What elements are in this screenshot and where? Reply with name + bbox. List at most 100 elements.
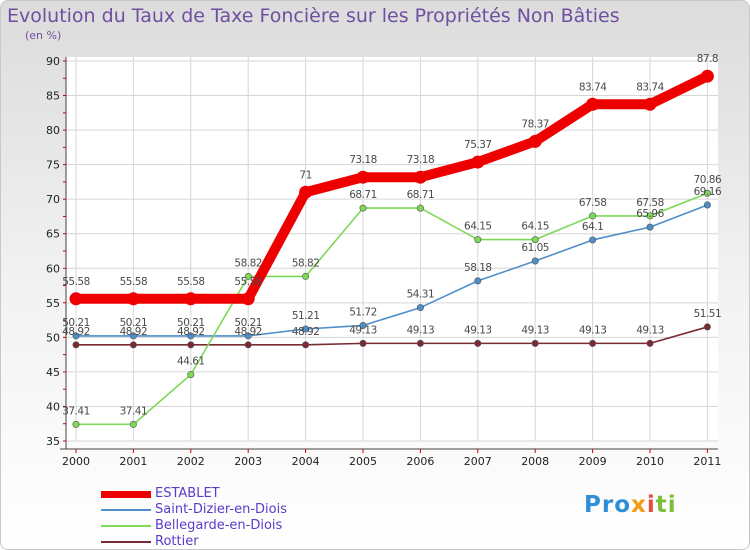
data-point	[416, 304, 424, 312]
x-tick-label: 2004	[292, 455, 320, 468]
data-point	[474, 236, 482, 244]
data-label: 51.51	[694, 308, 722, 320]
y-tick-label: 75	[46, 159, 60, 172]
data-label: 49.13	[521, 324, 549, 336]
legend-swatch	[101, 525, 151, 527]
x-tick-label: 2010	[636, 455, 664, 468]
y-tick-label: 80	[46, 124, 60, 137]
x-tick-label: 2005	[349, 455, 377, 468]
x-tick-label: 2003	[234, 455, 262, 468]
data-point	[129, 332, 137, 340]
y-tick-label: 85	[46, 90, 60, 103]
data-label: 58.82	[234, 257, 262, 269]
data-label: 64.15	[464, 221, 492, 233]
chart-title: Evolution du Taux de Taxe Foncière sur l…	[7, 5, 620, 27]
data-label: 49.13	[407, 324, 435, 336]
y-tick-label: 70	[46, 193, 60, 206]
series-line-bellegarde-en-diois	[76, 192, 708, 426]
data-label: 87.8	[697, 53, 718, 65]
x-tick-label: 2006	[406, 455, 434, 468]
data-label: 71	[299, 169, 311, 181]
data-label: 83.74	[636, 81, 664, 93]
data-label: 75.37	[464, 139, 492, 151]
data-point	[302, 325, 310, 333]
data-label: 70.86	[694, 174, 722, 186]
x-tick-label: 2001	[119, 455, 147, 468]
data-label: 48.92	[177, 326, 205, 338]
y-tick-label: 50	[46, 331, 60, 344]
y-tick-label: 60	[46, 262, 60, 275]
data-point	[646, 223, 654, 231]
data-label: 55.58	[234, 276, 262, 288]
data-point	[589, 212, 597, 220]
legend-label: Saint-Dizier-en-Diois	[155, 502, 288, 517]
data-point	[72, 420, 80, 428]
data-label: 78.37	[521, 118, 549, 130]
y-tick-label: 55	[46, 297, 60, 310]
x-tick-label: 2009	[579, 455, 607, 468]
data-label: 50.21	[234, 317, 262, 329]
x-tick-label: 2008	[521, 455, 549, 468]
logo-part: i	[646, 492, 656, 518]
data-label: 37.41	[62, 405, 90, 417]
logo-part: x	[631, 492, 647, 518]
data-label: 49.13	[349, 324, 377, 336]
data-label: 50.21	[120, 317, 148, 329]
series-line-establet	[76, 71, 710, 304]
data-point	[359, 204, 367, 212]
data-point	[474, 277, 482, 285]
data-label: 50.21	[62, 317, 90, 329]
data-label: 55.58	[62, 276, 90, 288]
data-point	[589, 339, 597, 347]
chart-subtitle: (en %)	[25, 29, 62, 42]
data-point	[703, 201, 711, 209]
data-point	[586, 97, 600, 111]
data-label: 83.74	[579, 81, 607, 93]
data-point	[187, 371, 195, 379]
data-label: 49.13	[636, 324, 664, 336]
legend-swatch	[101, 509, 151, 511]
data-label: 48.92	[120, 326, 148, 338]
legend-swatch	[101, 491, 151, 498]
data-point	[703, 189, 711, 197]
x-tick-label: 2007	[464, 455, 492, 468]
data-label: 49.13	[464, 324, 492, 336]
legend-label: Bellegarde-en-Diois	[155, 518, 283, 533]
data-point	[129, 341, 137, 349]
proxiti-logo: Proxiti	[584, 492, 677, 518]
data-point	[244, 341, 252, 349]
data-point	[531, 339, 539, 347]
legend-label: ESTABLET	[155, 486, 220, 501]
data-point	[302, 341, 310, 349]
data-point	[69, 292, 83, 306]
y-tick-label: 65	[46, 228, 60, 241]
data-label: 65.96	[636, 208, 664, 220]
legend-label: Rottier	[155, 534, 199, 549]
legend-swatch	[101, 541, 151, 543]
data-point	[244, 272, 252, 280]
data-point	[302, 272, 310, 280]
data-label: 51.21	[292, 310, 320, 322]
data-label: 55.58	[177, 276, 205, 288]
data-label: 64.1	[582, 221, 603, 233]
data-label: 48.92	[234, 326, 262, 338]
data-point	[589, 236, 597, 244]
x-tick-label: 2002	[177, 455, 205, 468]
data-point	[187, 332, 195, 340]
series-line-rottier	[76, 326, 708, 346]
data-label: 48.92	[62, 326, 90, 338]
data-label: 67.58	[636, 197, 664, 209]
x-tick-label: 2011	[693, 455, 721, 468]
data-label: 37.41	[120, 405, 148, 417]
data-label: 67.58	[579, 197, 607, 209]
data-label: 50.21	[177, 317, 205, 329]
data-label: 51.72	[349, 306, 377, 318]
data-label: 68.71	[349, 189, 377, 201]
data-label: 54.31	[407, 289, 435, 301]
data-point	[474, 339, 482, 347]
data-label: 64.15	[521, 221, 549, 233]
data-point	[471, 155, 485, 169]
data-point	[126, 292, 140, 306]
